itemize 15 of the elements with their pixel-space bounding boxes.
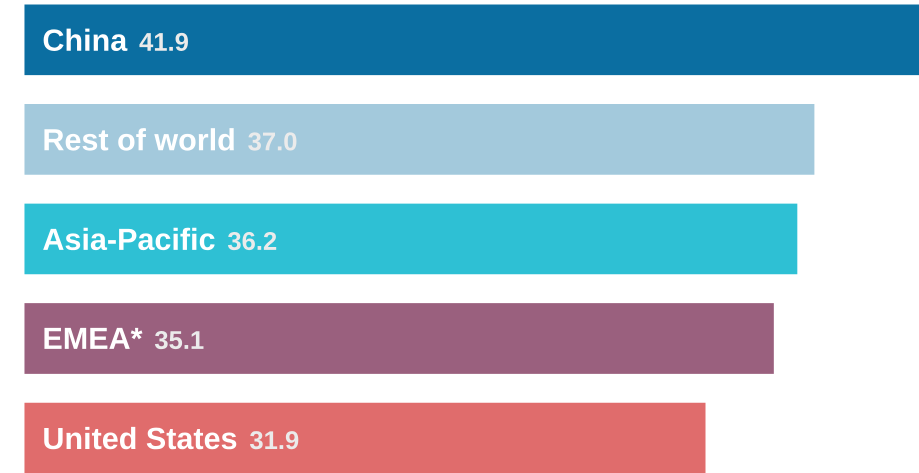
data-label: 36.2 <box>228 232 276 250</box>
bar <box>24 4 919 75</box>
data-label: 41.9 <box>139 32 188 51</box>
y-tick-label: United States <box>44 426 236 450</box>
y-tick-label: EMEA* <box>44 328 142 349</box>
data-label: 37.0 <box>248 132 296 150</box>
y-tick-label: Asia-Pacific <box>43 228 215 250</box>
bar <box>24 203 798 274</box>
bar <box>24 104 814 175</box>
data-label: 31.9 <box>250 430 298 450</box>
bar <box>24 402 706 473</box>
y-tick-label: Rest of world <box>44 128 234 150</box>
y-tick-label: China <box>44 28 128 51</box>
data-label: 35.1 <box>154 330 204 349</box>
bar <box>24 302 774 374</box>
